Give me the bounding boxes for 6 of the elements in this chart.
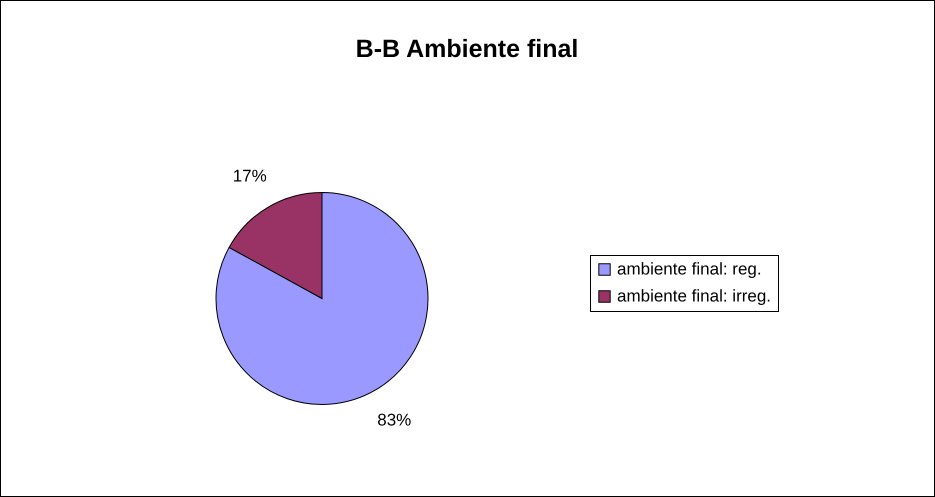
data-label: 83% bbox=[377, 410, 412, 430]
chart-title: B-B Ambiente final bbox=[356, 35, 578, 63]
pie-slice bbox=[216, 192, 428, 405]
legend-label: ambiente final: reg. bbox=[617, 260, 762, 278]
data-label: 17% bbox=[232, 166, 267, 186]
legend-label: ambiente final: irreg. bbox=[617, 286, 772, 306]
